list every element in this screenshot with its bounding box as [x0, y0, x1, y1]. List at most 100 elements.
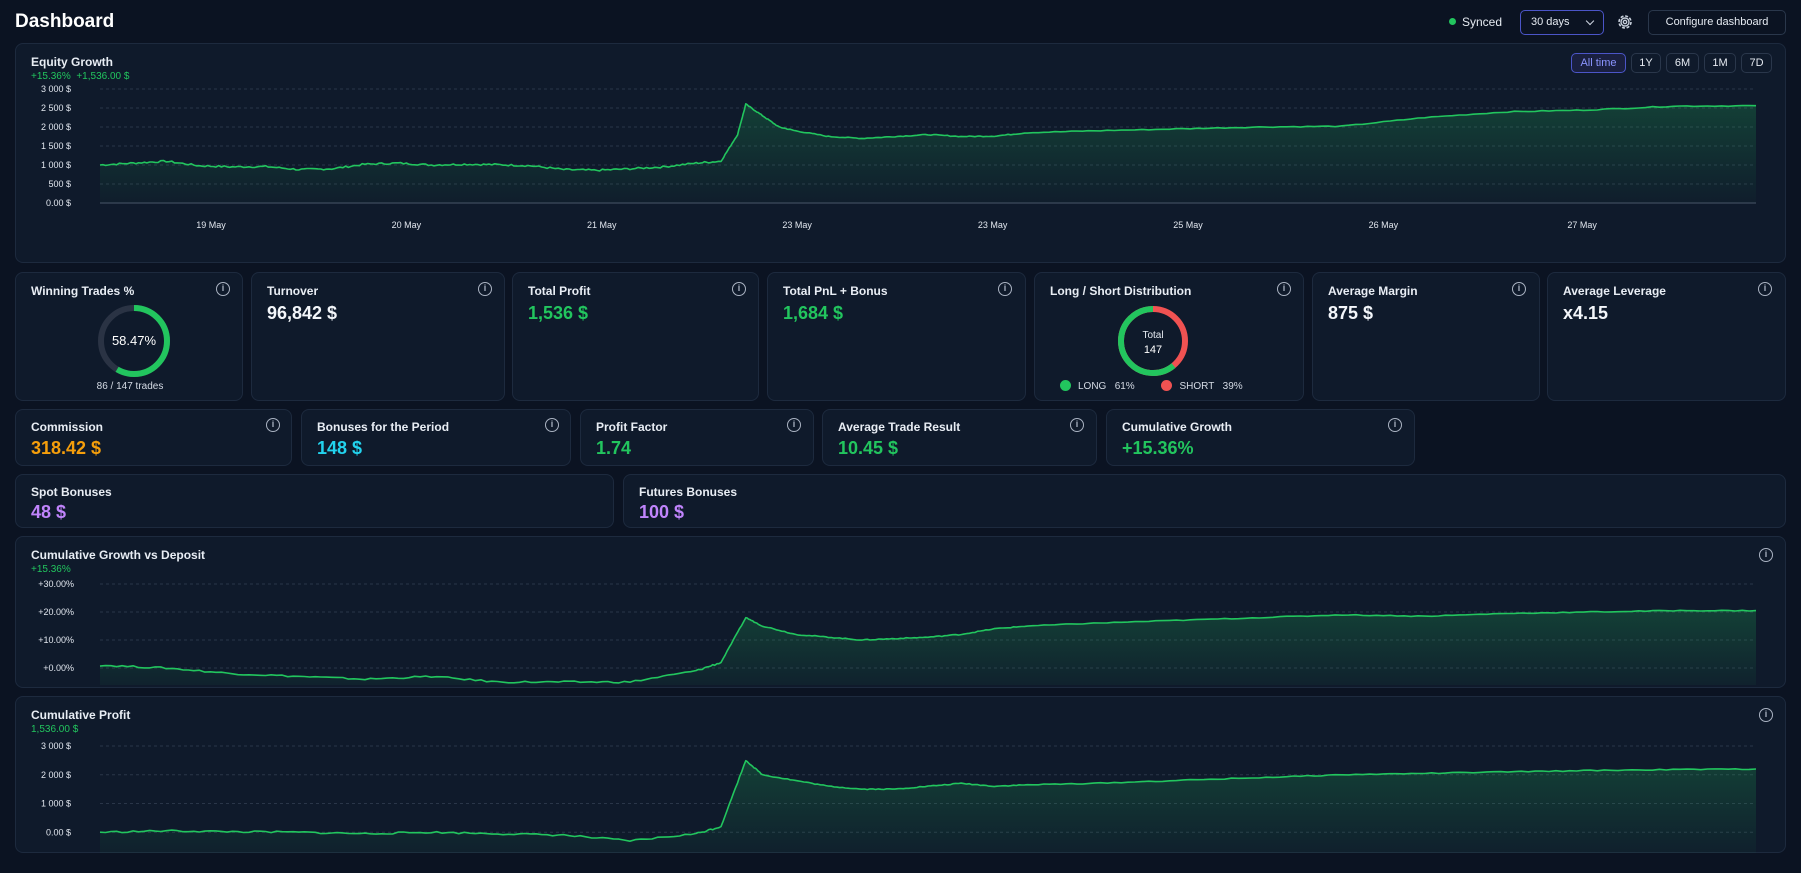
y-tick-label: 500 $ [48, 179, 71, 189]
avg-trade-title: Average Trade Result [838, 420, 961, 434]
avg-leverage-title: Average Leverage [1563, 284, 1666, 298]
y-tick-label: 2 500 $ [41, 103, 71, 113]
info-icon[interactable]: i [478, 282, 492, 296]
equity-title: Equity Growth [31, 55, 113, 69]
commission-value: 318.42 $ [31, 438, 102, 458]
series-line [99, 609, 1757, 684]
turnover-card: Turnover i 96,842 $ [251, 272, 505, 401]
winning-trades-count: 86 / 147 trades [96, 381, 164, 392]
long-pct: 61% [1114, 381, 1135, 392]
bonuses-value: 148 $ [317, 438, 363, 458]
bonuses-title: Bonuses for the Period [317, 420, 450, 434]
info-icon[interactable]: i [216, 282, 230, 296]
winning-donut: 58.47% [98, 305, 170, 377]
info-icon[interactable]: i [545, 418, 559, 432]
cum-growth-kpi-value: +15.36% [1122, 438, 1194, 458]
x-tick-label: 23 May [978, 220, 1008, 230]
profit-subtitle: 1,536.00 $ [31, 724, 79, 735]
y-tick-label: +0.00% [43, 663, 74, 673]
cum-growth-kpi-card: Cumulative Growth i +15.36% [1106, 409, 1415, 466]
tab-7d[interactable]: 7D [1741, 53, 1772, 73]
avg-leverage-value: x4.15 [1563, 303, 1609, 323]
total-profit-value: 1,536 $ [528, 303, 589, 323]
configure-dashboard-button[interactable]: Configure dashboard [1648, 10, 1786, 35]
info-icon[interactable]: i [732, 282, 746, 296]
profit-factor-card: Profit Factor i 1.74 [580, 409, 814, 466]
profit-factor-title: Profit Factor [596, 420, 668, 434]
futures-bonuses-card: Futures Bonuses 100 $ [623, 474, 1786, 528]
total-profit-card: Total Profit i 1,536 $ [512, 272, 759, 401]
chevron-down-icon [1585, 16, 1595, 26]
total-profit-title: Total Profit [528, 284, 591, 298]
y-tick-label: 0.00 $ [46, 827, 71, 837]
range-select[interactable]: 30 days [1520, 10, 1604, 35]
gear-icon[interactable] [1616, 13, 1634, 31]
total-pnl-value: 1,684 $ [783, 303, 844, 323]
info-icon[interactable]: i [1512, 282, 1526, 296]
long-label: LONG [1078, 381, 1107, 392]
x-tick-label: 20 May [392, 220, 422, 230]
series-area [100, 103, 1756, 203]
x-tick-label: 26 May [1369, 220, 1399, 230]
info-icon[interactable]: i [787, 418, 801, 432]
series-line [99, 759, 1757, 842]
info-icon[interactable]: i [1277, 282, 1291, 296]
x-tick-label: 25 May [1173, 220, 1203, 230]
profit-chart: -1 000 $0.00 $1 000 $2 000 $3 000 $19 Ma… [41, 741, 1757, 853]
info-icon[interactable]: i [1070, 418, 1084, 432]
equity-amount: +1,536.00 $ [76, 71, 130, 82]
x-tick-label: 21 May [587, 220, 617, 230]
avg-trade-value: 10.45 $ [838, 438, 899, 458]
avg-margin-title: Average Margin [1328, 284, 1418, 298]
y-tick-label: +20.00% [38, 607, 74, 617]
info-icon[interactable]: i [1388, 418, 1402, 432]
avg-margin-card: Average Margin i 875 $ [1312, 272, 1540, 401]
turnover-title: Turnover [267, 284, 319, 298]
spot-bonuses-card: Spot Bonuses 48 $ [15, 474, 614, 528]
info-icon[interactable]: i [998, 282, 1012, 296]
spot-value: 48 $ [31, 502, 67, 522]
range-value: 30 days [1531, 16, 1570, 28]
equity-summary: +15.36% +1,536.00 $ [31, 71, 129, 82]
tab-1y[interactable]: 1Y [1631, 53, 1661, 73]
long-short-card: Long / Short Distribution i Total 147 LO… [1034, 272, 1304, 401]
y-tick-label: +30.00% [38, 579, 74, 589]
long-short-donut: Total 147 [1118, 306, 1188, 376]
equity-pct: +15.36% [31, 71, 71, 82]
futures-value: 100 $ [639, 502, 685, 522]
commission-card: Commission i 318.42 $ [15, 409, 292, 466]
y-tick-label: 2 000 $ [41, 770, 71, 780]
growth-chart-card: Cumulative Growth vs Deposit +15.36% i -… [15, 536, 1786, 688]
long-short-total: 147 [1144, 344, 1162, 356]
x-tick-label: 27 May [1567, 220, 1597, 230]
y-tick-label: 3 000 $ [41, 84, 71, 94]
synced-label: Synced [1462, 15, 1503, 29]
y-tick-label: 1 000 $ [41, 160, 71, 170]
tab-1m[interactable]: 1M [1704, 53, 1736, 73]
y-tick-label: 1 500 $ [41, 141, 71, 151]
avg-margin-value: 875 $ [1328, 303, 1374, 323]
equity-chart: 0.00 $ 500 $ 1 000 $ 1 500 $ 2 000 $ 2 500 $ 3… [41, 84, 1757, 230]
info-icon[interactable]: i [266, 418, 280, 432]
series-line [99, 103, 1757, 172]
x-tick-label: 23 May [782, 220, 812, 230]
profit-factor-value: 1.74 [596, 438, 632, 458]
page-title: Dashboard [15, 11, 115, 32]
turnover-value: 96,842 $ [267, 303, 338, 323]
equity-growth-card: Equity Growth +15.36% +1,536.00 $ All ti… [15, 43, 1786, 263]
series-area [100, 610, 1756, 685]
y-tick-label: 2 000 $ [41, 122, 71, 132]
bonuses-card: Bonuses for the Period i 148 $ [301, 409, 571, 466]
growth-subtitle: +15.36% [31, 564, 71, 575]
avg-trade-card: Average Trade Result i 10.45 $ [822, 409, 1097, 466]
y-tick-label: 1 000 $ [41, 799, 71, 809]
series-area [100, 760, 1756, 853]
tab-all-time[interactable]: All time [1571, 53, 1626, 73]
commission-title: Commission [31, 420, 104, 434]
tab-6m[interactable]: 6M [1666, 53, 1699, 73]
info-icon[interactable]: i [1759, 548, 1773, 562]
total-pnl-title: Total PnL + Bonus [783, 284, 888, 298]
info-icon[interactable]: i [1759, 708, 1773, 722]
info-icon[interactable]: i [1758, 282, 1772, 296]
profit-chart-card: Cumulative Profit 1,536.00 $ i -1 000 $0… [15, 696, 1786, 853]
